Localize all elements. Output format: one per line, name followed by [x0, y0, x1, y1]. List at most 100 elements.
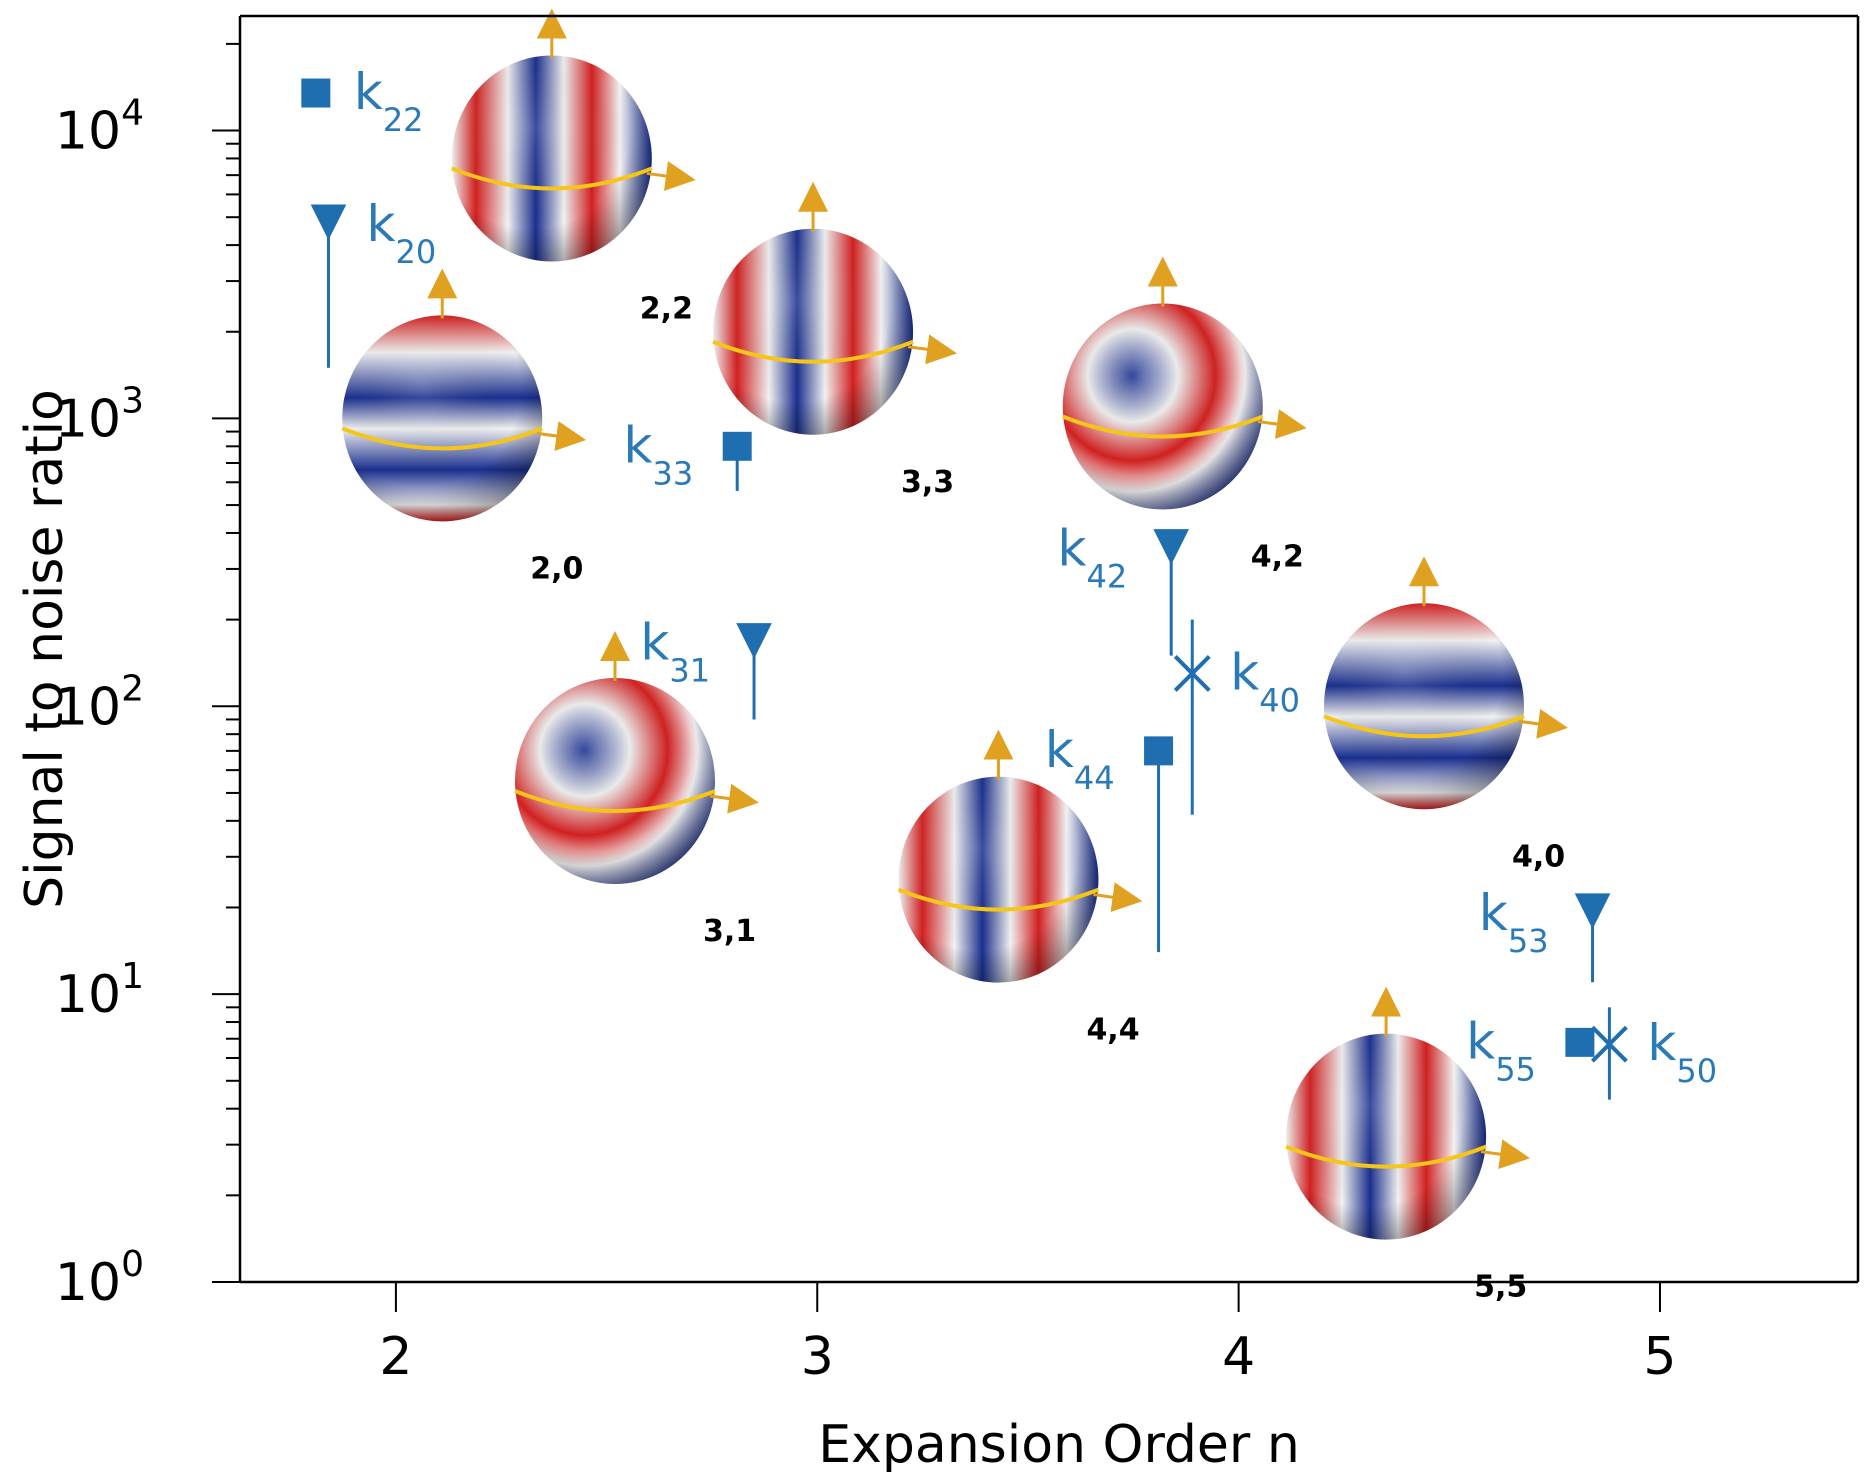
- shape-shading: [1286, 1033, 1487, 1240]
- label-base: k: [1479, 884, 1508, 942]
- equator-curve: [1285, 1144, 1487, 1169]
- label-base: k: [1466, 1012, 1495, 1070]
- y-tick-base: 10: [55, 677, 121, 737]
- label-sub: 44: [1074, 759, 1115, 797]
- label-sub: 55: [1495, 1050, 1536, 1088]
- rotation-arrow: [1480, 1139, 1530, 1170]
- y-axis-title: Signal to noise ratio: [15, 389, 75, 909]
- point-k22: k22: [301, 63, 424, 139]
- mode-label: 2,0: [530, 551, 583, 586]
- triangle-marker: [1574, 893, 1611, 930]
- point-k53: k53: [1479, 884, 1611, 983]
- shape-shading: [898, 776, 1099, 983]
- y-tick-exp: 0: [121, 1244, 144, 1285]
- y-tick-base: 10: [55, 1253, 121, 1313]
- equator-curve: [1062, 414, 1264, 439]
- rotation-arrow: [907, 334, 957, 365]
- y-tick-exp: 4: [121, 93, 144, 134]
- y-tick-label: 101: [55, 956, 144, 1025]
- label-sub: 31: [669, 652, 710, 690]
- shape-shading: [1062, 303, 1263, 510]
- x-tick-label: 4: [1222, 1327, 1255, 1387]
- shape-4-2: 4,2: [1062, 256, 1307, 574]
- triangle-marker: [1153, 529, 1189, 565]
- y-tick-base: 10: [55, 965, 121, 1025]
- y-tick-exp: 2: [121, 668, 144, 709]
- label-sub: 40: [1259, 681, 1300, 719]
- shape-2-0: 2,0: [341, 268, 587, 586]
- rotation-arrow: [1093, 882, 1143, 913]
- point-k55: k55: [1466, 1012, 1595, 1088]
- label-sub: 33: [652, 454, 693, 492]
- equator-curve: [514, 789, 716, 813]
- point-k42: k42: [1058, 520, 1189, 656]
- shape-shading: [713, 228, 914, 435]
- point-label: k50: [1647, 1014, 1717, 1090]
- y-tick-label: 100: [55, 1244, 144, 1313]
- mode-label: 3,1: [703, 914, 756, 949]
- y-tick-exp: 3: [121, 380, 144, 421]
- label-base: k: [1647, 1014, 1676, 1072]
- label-base: k: [1058, 520, 1087, 578]
- square-marker: [301, 78, 331, 108]
- label-base: k: [640, 614, 669, 672]
- mode-label: 2,2: [640, 291, 693, 326]
- cross-marker: [1590, 1025, 1628, 1063]
- point-k20: k20: [310, 195, 436, 368]
- rotation-arrow: [537, 421, 587, 451]
- point-k40: k40: [1173, 619, 1300, 815]
- x-tick-label: 2: [379, 1327, 412, 1387]
- y-tick-base: 10: [55, 102, 121, 162]
- y-tick-base: 10: [55, 389, 121, 449]
- square-marker: [1144, 736, 1174, 766]
- point-label: k44: [1045, 721, 1115, 797]
- point-label: k20: [366, 195, 436, 271]
- label-base: k: [366, 195, 395, 253]
- label-sub: 20: [395, 233, 436, 271]
- label-base: k: [1045, 721, 1074, 779]
- point-label: k42: [1058, 520, 1128, 596]
- shape-shading: [451, 55, 652, 262]
- rotation-arrow: [1518, 709, 1568, 739]
- equator-curve: [341, 426, 543, 451]
- label-base: k: [1230, 643, 1259, 701]
- point-label: k22: [354, 63, 424, 139]
- triangle-marker: [310, 204, 347, 241]
- point-label: k53: [1479, 884, 1549, 960]
- equator-curve: [712, 339, 914, 364]
- point-label: k33: [624, 416, 694, 492]
- y-tick-label: 103: [55, 380, 144, 449]
- rotation-arrow: [1257, 409, 1307, 439]
- point-k33: k33: [624, 416, 752, 492]
- rotation-arrow: [646, 161, 696, 191]
- mode-label: 5,5: [1474, 1270, 1527, 1305]
- equator-curve: [1323, 714, 1525, 739]
- x-tick-label: 3: [801, 1327, 834, 1387]
- shape-2-2: 2,2: [451, 8, 696, 326]
- cross-marker: [1173, 655, 1211, 692]
- mode-label: 3,3: [901, 465, 954, 500]
- label-sub: 53: [1508, 922, 1549, 960]
- label-sub: 42: [1086, 558, 1127, 596]
- triangle-marker: [736, 623, 772, 659]
- shape-4-0: 4,0: [1323, 556, 1568, 874]
- y-tick-exp: 1: [121, 956, 144, 997]
- rotation-arrow: [709, 783, 759, 814]
- label-sub: 22: [383, 101, 424, 139]
- shape-3-3: 3,3: [712, 181, 957, 500]
- point-k31: k31: [640, 614, 772, 720]
- label-base: k: [354, 63, 383, 121]
- shape-shading: [515, 678, 716, 885]
- shape-3-1: 3,1: [514, 631, 759, 949]
- mode-label: 4,4: [1086, 1013, 1139, 1048]
- equator-curve: [897, 887, 1100, 912]
- point-k50: k50: [1590, 1007, 1717, 1100]
- x-tick-label: 5: [1643, 1327, 1676, 1387]
- mode-label: 4,0: [1512, 839, 1565, 874]
- shape-shading: [1324, 603, 1525, 810]
- point-label: k55: [1466, 1012, 1536, 1088]
- point-k44: k44: [1045, 721, 1174, 953]
- label-sub: 50: [1676, 1052, 1717, 1090]
